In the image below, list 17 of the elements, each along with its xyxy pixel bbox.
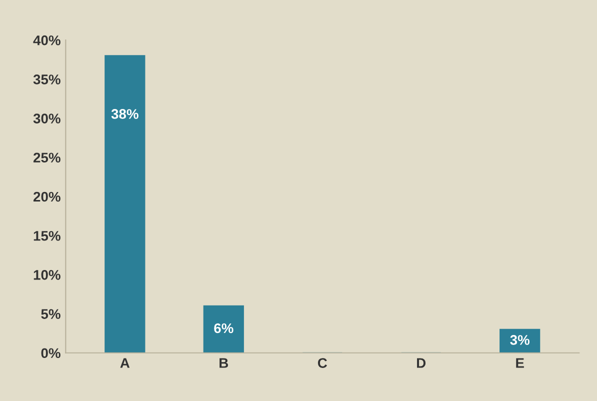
y-tick-label: 15%	[34, 230, 60, 241]
y-tick-label: 20%	[33, 192, 60, 202]
y-tick-label: 0%	[41, 348, 60, 358]
data-label: 6%	[214, 323, 234, 334]
x-tick-label: A	[120, 358, 130, 368]
y-tick-label: 25%	[33, 152, 60, 163]
y-tick-label: 10%	[34, 270, 60, 280]
data-label: 3%	[510, 335, 530, 345]
x-tick-label: D	[417, 358, 426, 368]
data-label: 38%	[111, 109, 138, 119]
y-tick-label: 40%	[33, 35, 60, 46]
y-tick-label: 35%	[33, 74, 60, 84]
x-tick-label: C	[318, 358, 328, 368]
y-tick-label: 5%	[41, 309, 60, 319]
x-tick-label: E	[516, 358, 524, 368]
x-tick-label: B	[220, 358, 228, 368]
y-tick-label: 30%	[33, 114, 60, 124]
